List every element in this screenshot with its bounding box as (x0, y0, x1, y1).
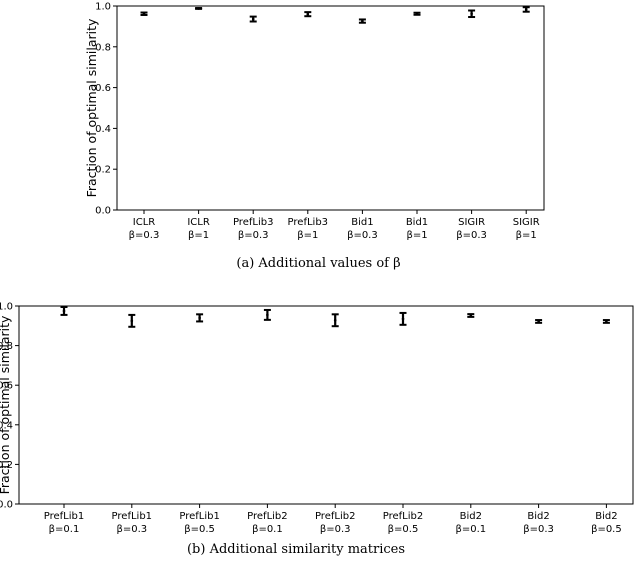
error-bar (331, 313, 339, 328)
data-point (605, 320, 608, 323)
x-tick-label: Bid2 (527, 511, 549, 522)
y-axis-label: Fraction of optimal similarity (84, 18, 99, 197)
x-tick-label-beta: β=0.5 (184, 524, 215, 535)
data-point (415, 12, 419, 16)
x-tick-label-beta: β=0.5 (591, 524, 622, 535)
data-point (142, 12, 146, 16)
x-tick-label-beta: β=0.5 (388, 524, 419, 535)
plot-area (116, 5, 545, 211)
data-point (130, 319, 134, 323)
data-point (306, 12, 310, 16)
y-tick-label: 0.0 (0, 500, 13, 511)
y-tick-label: 0.2 (0, 460, 13, 471)
y-tick-label: 1.0 (95, 2, 111, 13)
x-tick-label: PrefLib3 (288, 217, 328, 228)
x-tick-label: PrefLib1 (179, 511, 219, 522)
x-tick-label-beta: β=0.3 (116, 524, 147, 535)
error-bar (249, 15, 257, 23)
x-tick-label: ICLR (187, 217, 210, 228)
caption: (b) Additional similarity matrices (187, 542, 405, 557)
data-point (197, 7, 200, 10)
error-bar (263, 308, 271, 321)
y-tick-label: 0.6 (0, 381, 13, 392)
data-point (333, 318, 337, 322)
data-point (469, 314, 473, 317)
x-tick-label: PrefLib2 (315, 511, 355, 522)
x-tick-label: Bid2 (595, 511, 617, 522)
x-tick-label: PrefLib2 (383, 511, 423, 522)
data-point (62, 309, 66, 313)
x-tick-label: PrefLib3 (233, 217, 273, 228)
error-bar (467, 313, 475, 318)
data-point (401, 317, 405, 321)
data-point (198, 316, 201, 320)
x-tick-label-beta: β=0.3 (456, 230, 487, 241)
data-point (537, 320, 540, 323)
x-tick-label-beta: β=1 (188, 230, 209, 241)
error-bar (535, 319, 543, 324)
x-tick-label: PrefLib2 (247, 511, 287, 522)
error-bar (128, 313, 136, 328)
x-tick-label: Bid1 (406, 217, 428, 228)
plot-area (18, 305, 634, 505)
error-bar (468, 9, 476, 19)
x-tick-label-beta: β=0.1 (252, 524, 283, 535)
error-bar (602, 319, 610, 324)
y-tick-label: 0.8 (0, 341, 13, 352)
error-bar (196, 313, 204, 323)
x-tick-label-beta: β=1 (297, 230, 318, 241)
x-tick-label: PrefLib1 (112, 511, 152, 522)
caption: (a) Additional values of β (236, 256, 400, 271)
error-bar (60, 305, 68, 316)
y-tick-label: 0.8 (95, 42, 111, 53)
y-tick-label: 0.0 (95, 206, 111, 217)
error-bar (358, 18, 366, 24)
data-point (251, 17, 255, 21)
error-bar (522, 6, 530, 13)
x-tick-label-beta: β=0.3 (347, 230, 378, 241)
x-tick-label-beta: β=0.1 (49, 524, 80, 535)
chart-2: 0.0 0.2 0.4 0.6 0.8 1.0 Fraction of optimal si… (0, 302, 634, 557)
y-tick-label: 0.4 (95, 124, 111, 135)
chart-1: 0.0 0.2 0.4 0.6 0.8 1.0 Fraction of optimal si… (84, 2, 545, 271)
x-tick-label-beta: β=0.3 (238, 230, 269, 241)
x-tick-label-beta: β=0.3 (320, 524, 351, 535)
data-point (361, 19, 364, 23)
x-tick-label: Bid2 (460, 511, 482, 522)
x-tick-label: PrefLib1 (44, 511, 84, 522)
data-point (266, 313, 269, 317)
data-point (470, 12, 473, 16)
x-tick-label: SIGIR (458, 217, 485, 228)
error-bar (195, 7, 203, 10)
x-tick-label-beta: β=0.3 (129, 230, 160, 241)
x-tick-label-beta: β=1 (516, 230, 537, 241)
y-axis-label: Fraction of optimal similarity (0, 315, 12, 494)
x-tick-label: ICLR (133, 217, 156, 228)
x-tick-label-beta: β=0.3 (523, 524, 554, 535)
y-tick-label: 1.0 (0, 302, 13, 313)
error-bar (413, 11, 421, 16)
x-tick-label: Bid1 (351, 217, 373, 228)
y-tick-label: 0.6 (95, 83, 111, 94)
data-point (524, 8, 528, 11)
error-bar (304, 11, 312, 18)
x-tick-label-beta: β=0.1 (455, 524, 486, 535)
error-bar (399, 311, 407, 326)
x-tick-label-beta: β=1 (406, 230, 427, 241)
x-tick-label: SIGIR (513, 217, 540, 228)
y-tick-label: 0.4 (0, 420, 13, 431)
y-tick-label: 0.2 (95, 165, 111, 176)
error-bar (140, 11, 148, 16)
